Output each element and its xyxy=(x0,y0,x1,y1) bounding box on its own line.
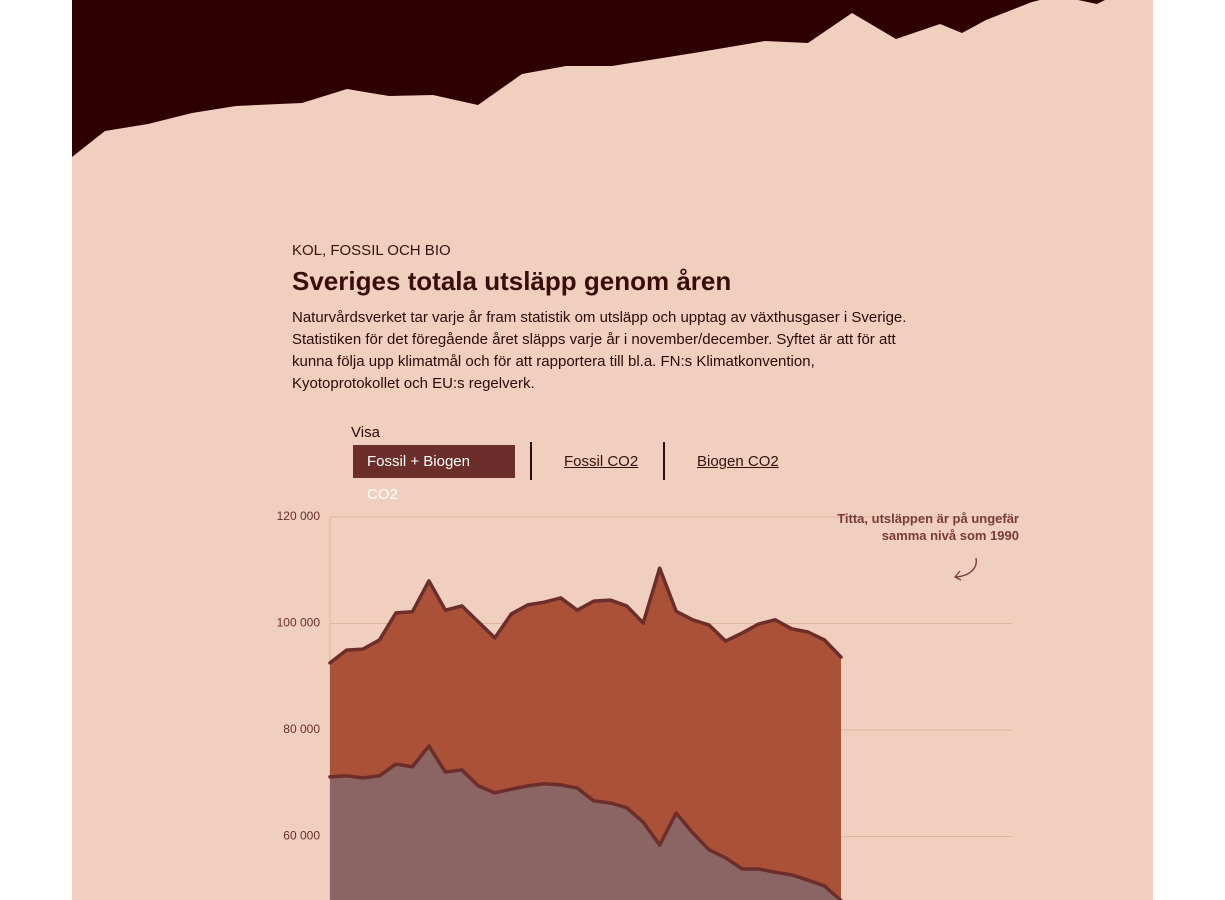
annotation-arrow xyxy=(953,557,977,581)
series-line xyxy=(328,566,843,665)
separator xyxy=(530,442,532,480)
option-button[interactable]: Fossil CO2 xyxy=(564,453,639,470)
annotation: Titta, utsläppen är på ungefär samma niv… xyxy=(837,511,1019,543)
y-tick-label: 80 000 xyxy=(283,722,320,736)
series-line xyxy=(328,744,843,900)
area xyxy=(330,568,841,900)
title: Sveriges totala utsläpp genom åren xyxy=(292,266,732,296)
header-shape xyxy=(72,0,1153,157)
y-tick-label: 100 000 xyxy=(277,616,321,630)
area xyxy=(330,745,841,900)
intro: Naturvårdsverket tar varje år fram stati… xyxy=(292,309,907,392)
y-tick-label: 120 000 xyxy=(277,509,321,523)
y-tick-label: 60 000 xyxy=(283,829,320,843)
controls-label: Visa xyxy=(351,424,380,441)
option-button[interactable]: Fossil + Biogen CO2 xyxy=(353,445,515,503)
kicker: KOL, FOSSIL OCH BIO xyxy=(292,242,451,259)
option-button[interactable]: Biogen CO2 xyxy=(697,453,779,470)
separator xyxy=(663,442,665,480)
